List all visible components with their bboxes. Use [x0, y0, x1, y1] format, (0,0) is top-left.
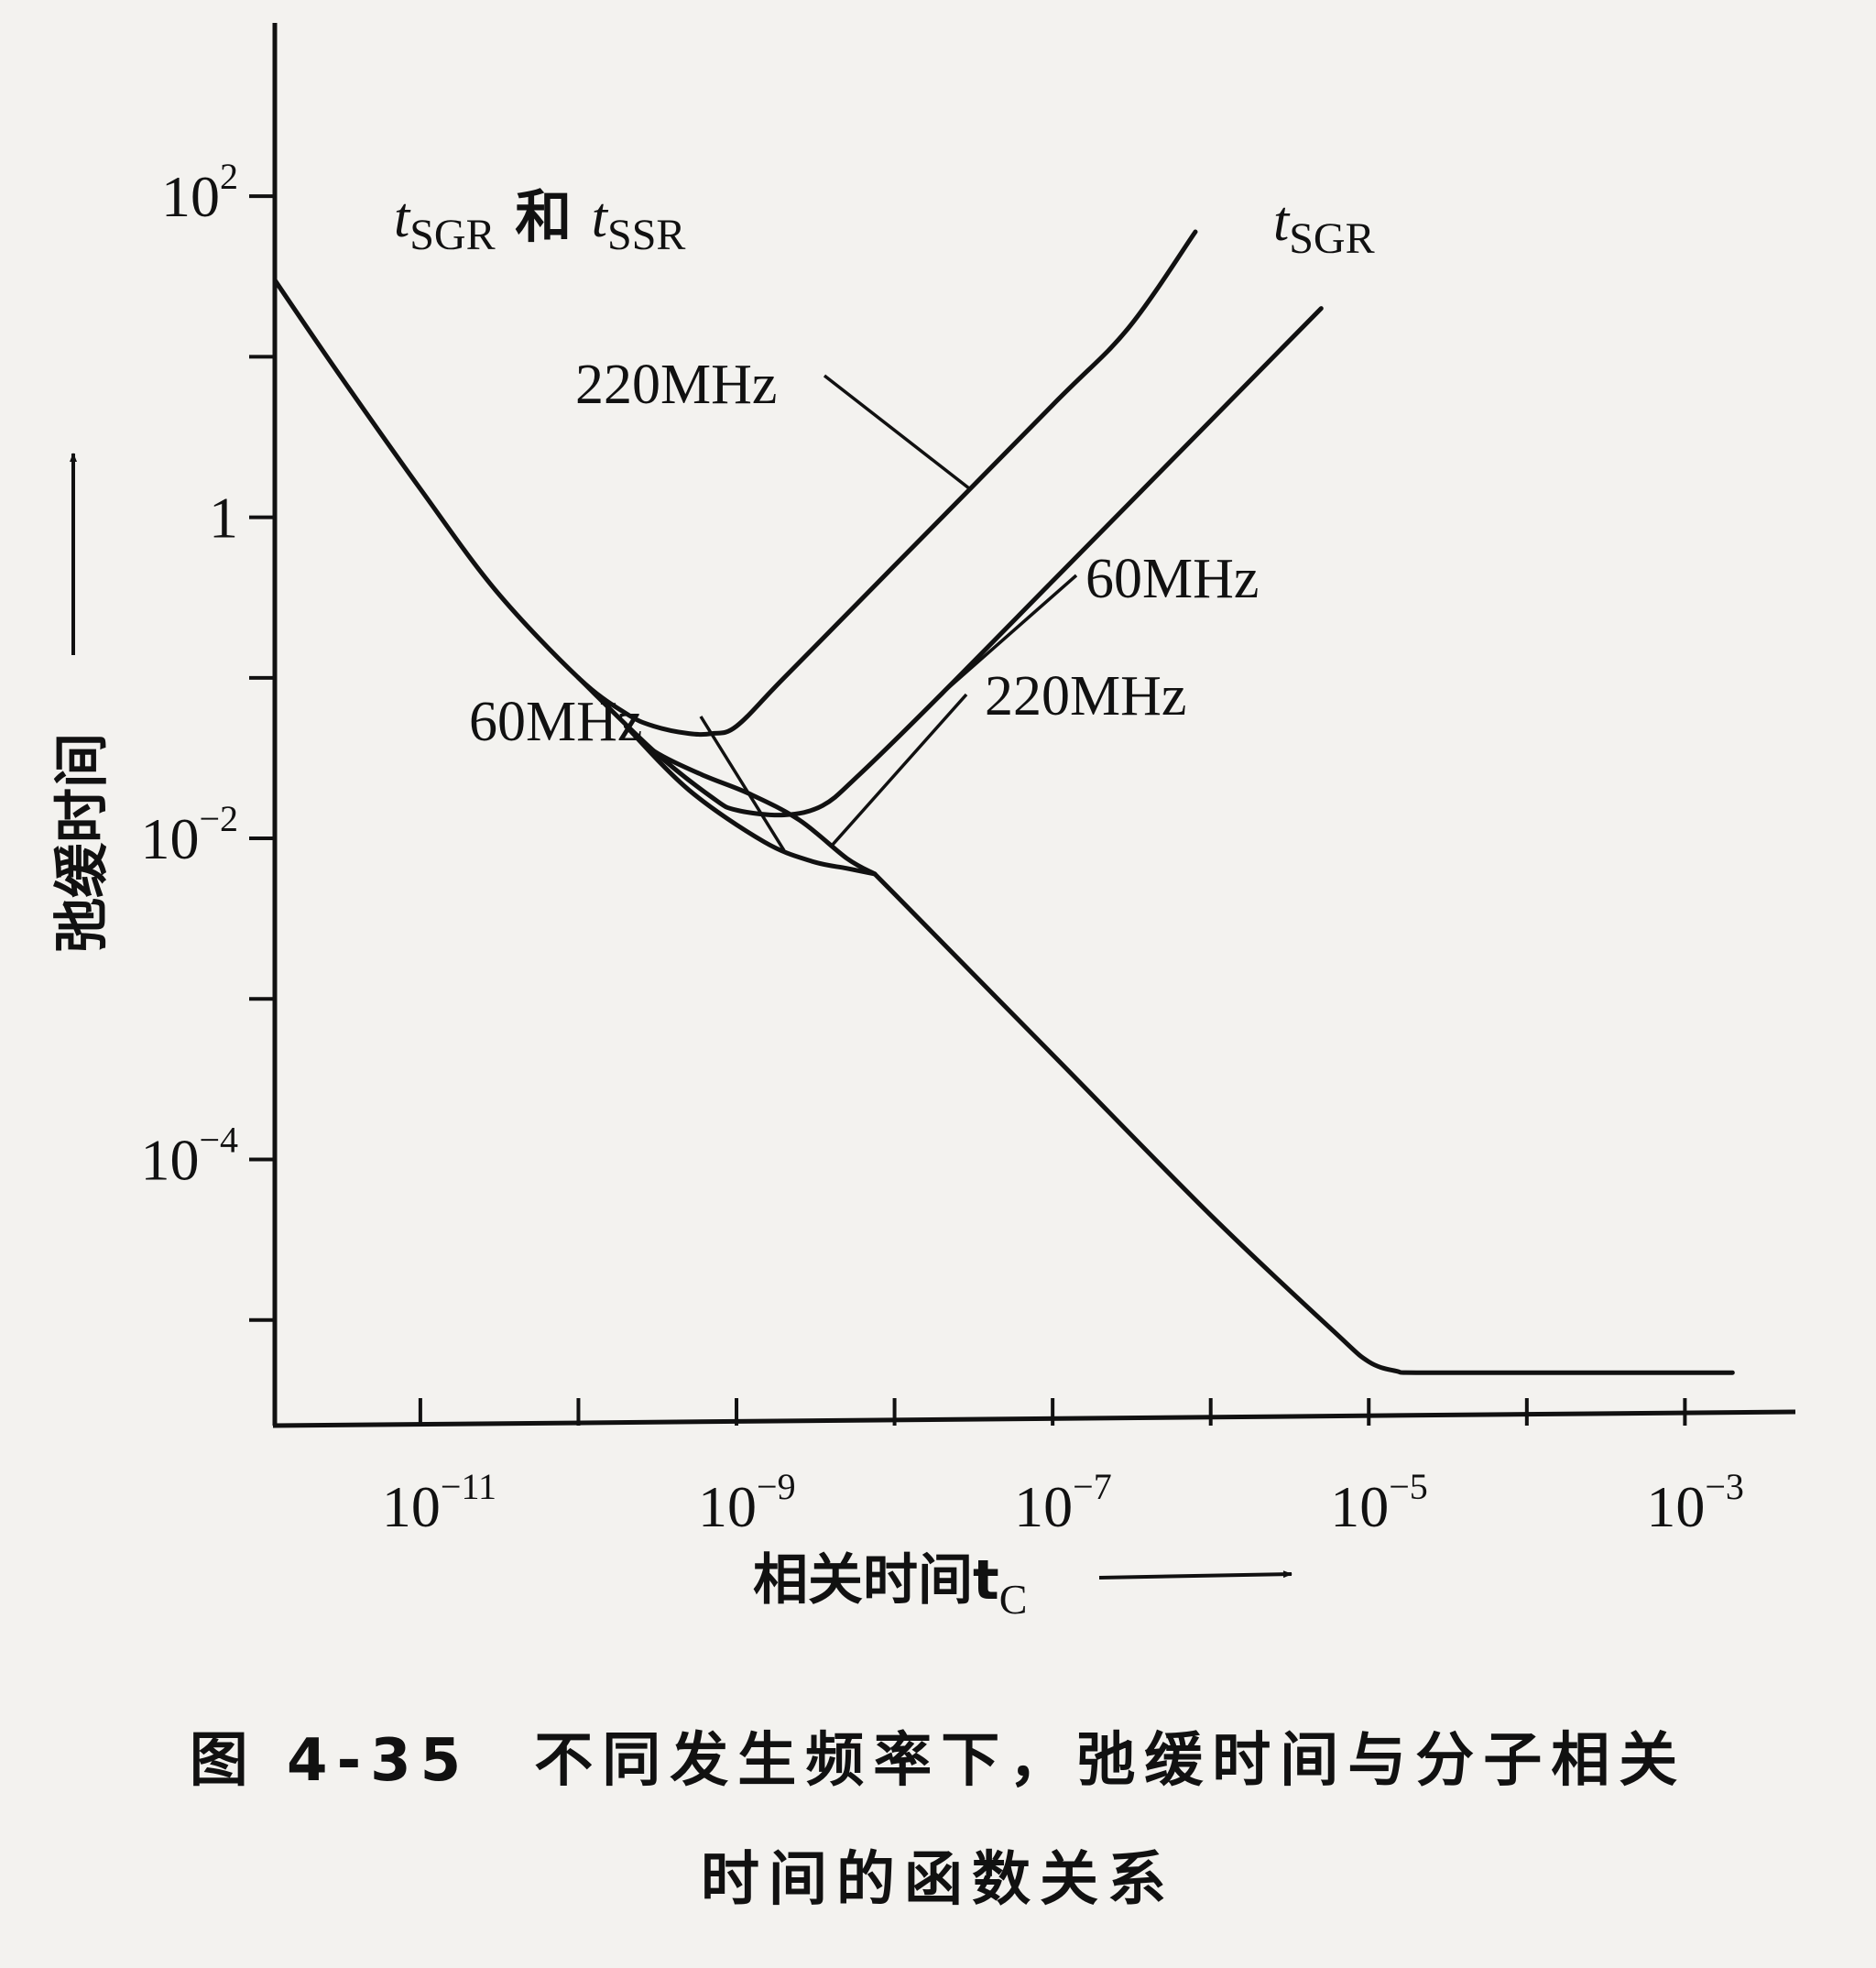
figure-caption-line1: 图 4-35 不同发生频率下，弛缓时间与分子相关 — [0, 1713, 1876, 1798]
y-tick-label: 102 — [161, 156, 238, 229]
x-tick-label: 10−11 — [382, 1466, 496, 1539]
x-tick-label: 10−9 — [698, 1466, 796, 1539]
figure-number: 图 4-35 — [189, 1727, 471, 1795]
figure-caption-text: 不同发生频率下，弛缓时间与分子相关 — [534, 1727, 1687, 1795]
x-axis-label-arrow — [1098, 1570, 1292, 1580]
leader-upper-220mhz — [823, 374, 971, 491]
series-layer — [272, 229, 1735, 1375]
x-axis-label: 相关时间tC — [753, 1548, 1027, 1623]
y-tick-label: 10−4 — [140, 1120, 238, 1193]
annotation-leaders — [699, 374, 1078, 852]
series-line-tSSR-tail — [872, 871, 1735, 1375]
y-axis-label: 弛缓时间 — [50, 733, 115, 953]
leader-lower-220mhz — [830, 693, 968, 847]
label-lower-220mhz: 220MHz — [985, 665, 1186, 727]
label-upper-220mhz: 220MHz — [575, 354, 777, 416]
label-upper-60mhz: 60MHz — [1085, 548, 1259, 610]
x-axis-ticks: 10−11 10−9 10−7 10−5 10−3 — [382, 1398, 1744, 1539]
x-tick-label: 10−3 — [1646, 1466, 1744, 1539]
series-line-tSSR-220MHz — [623, 724, 878, 877]
y-axis-ticks: 102 1 10−2 10−4 — [140, 156, 275, 1322]
x-axis-line — [272, 1409, 1796, 1428]
series-line-tSGR-220MHz — [272, 229, 1198, 738]
leader-upper-60mhz — [941, 574, 1078, 695]
x-tick-label: 10−5 — [1330, 1466, 1428, 1539]
figure-caption-line2: 时间的函数关系 — [701, 1846, 1175, 1914]
x-tick-label: 10−7 — [1014, 1466, 1112, 1539]
y-tick-label: 1 — [209, 486, 238, 551]
leader-lower-60mhz — [699, 716, 786, 852]
y-tick-label: 10−2 — [140, 798, 238, 871]
series-line-tSGR-60MHz — [576, 306, 1324, 818]
label-lower-60mhz: 60MHz — [469, 691, 642, 753]
annotation-tsgr-and-tssr: tSGR 和 tSSR — [394, 183, 685, 259]
series-line-tSSR-60MHz — [623, 724, 878, 877]
annotation-tsgr: tSGR — [1273, 191, 1375, 263]
